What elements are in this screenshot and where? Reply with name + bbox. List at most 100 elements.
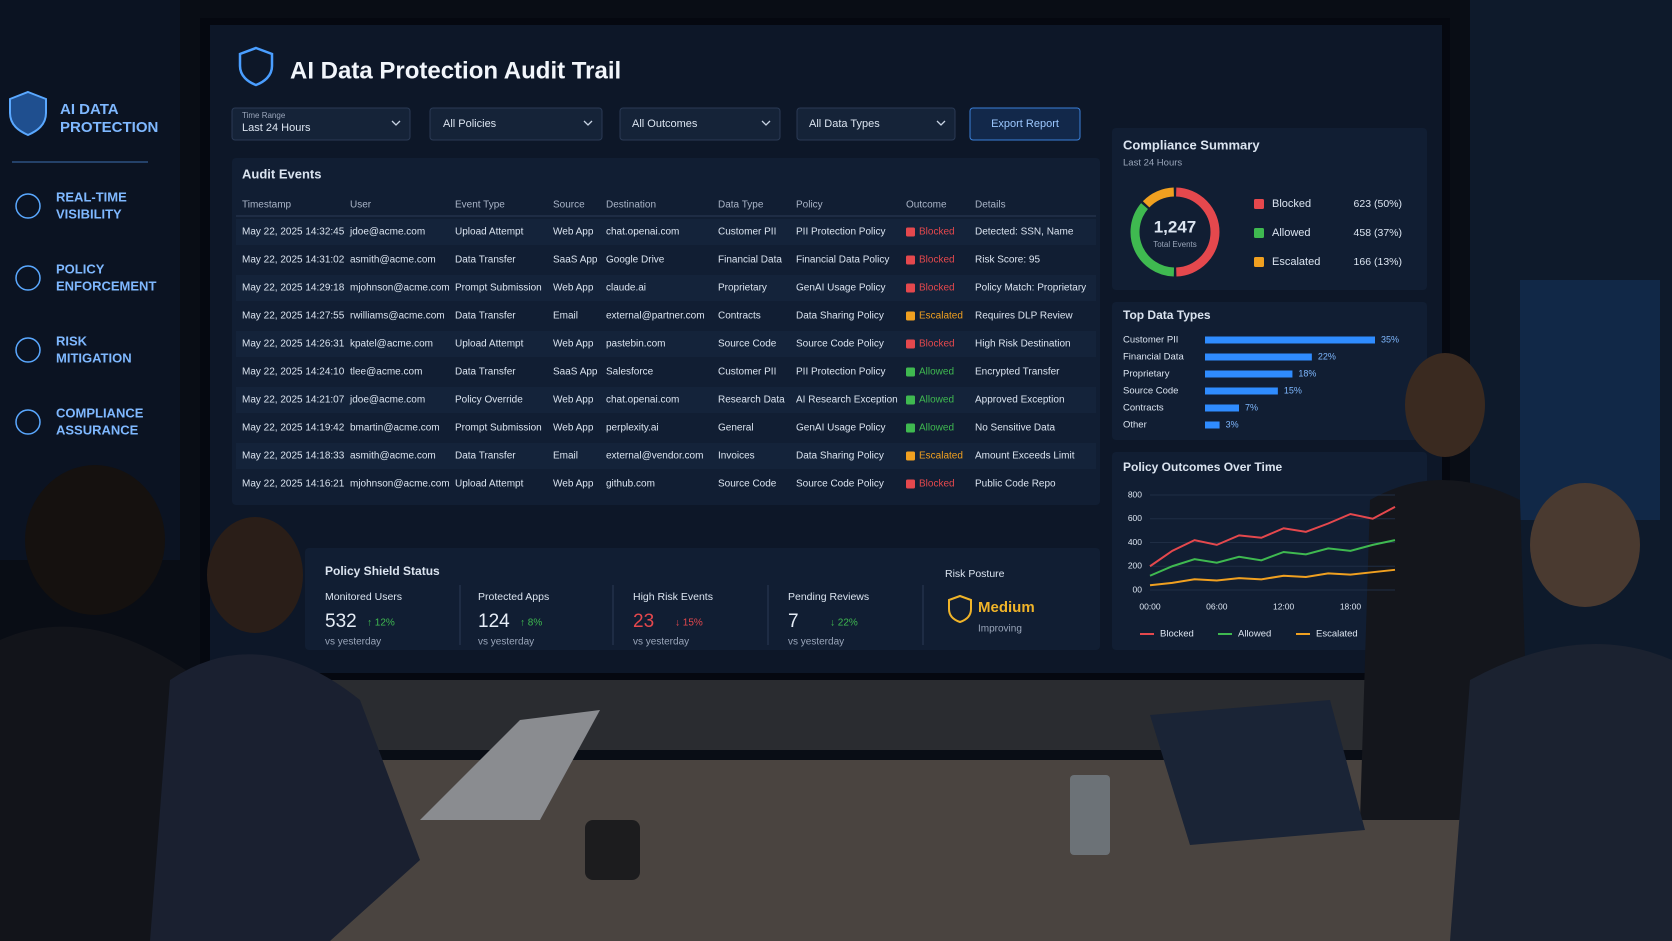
cell-text: Web App [553,423,594,434]
cell-text: external@partner.com [606,311,705,322]
cell-text: May 22, 2025 14:21:07 [242,395,345,406]
outcome-marker [906,423,915,433]
legend-label: Allowed [1272,227,1311,239]
filter-value: Last 24 Hours [242,122,311,134]
outcomes-panel [1112,452,1427,650]
cell-text: May 22, 2025 14:19:42 [242,423,345,434]
person-head [207,517,303,633]
series-line [1149,539,1396,577]
cell-text: May 22, 2025 14:24:10 [242,367,345,378]
y-tick-label: 400 [1128,537,1142,547]
person-head [25,465,165,615]
cell-text: Google Drive [606,255,665,266]
shield-icon [238,46,274,87]
bar-value-label: 15% [1284,385,1302,395]
column-header: User [350,200,372,211]
legend-swatch [1254,199,1264,209]
outcome-text: Blocked [919,227,955,238]
row-stripe [236,387,1096,413]
x-tick-label: 00:00 [1139,601,1161,611]
filter-dropdown[interactable] [429,107,603,141]
value-label: 458 (37%) [1354,227,1402,239]
stat-value: 23 [633,611,654,632]
bar-value-label: 7% [1245,402,1258,412]
stat-change: ↓ 22% [830,618,858,629]
cell-text: asmith@acme.com [350,451,436,462]
sidebar-item[interactable]: POLICY [56,261,105,276]
donut-segment [1130,203,1175,277]
cell-text: Email [553,451,578,462]
outcome-marker [906,311,915,321]
export-button[interactable] [969,107,1081,141]
legend-label: Escalated [1316,629,1358,640]
outcome-marker [906,395,915,405]
bar-category: Customer PII [1123,335,1178,346]
cell-text: GenAI Usage Policy [796,423,886,434]
y-tick-label: 600 [1128,513,1142,523]
cell-text: github.com [606,479,655,490]
filter-dropdown[interactable] [796,107,956,141]
cell-text: Web App [553,395,594,406]
bar [1205,421,1220,429]
donut-segment [1175,187,1220,277]
sidebar-item[interactable]: RISK [56,333,88,348]
export-label[interactable]: Export Report [991,118,1059,130]
outcome-text: Allowed [919,395,954,406]
cell-text: Encrypted Transfer [975,367,1060,378]
bar-value-label: 35% [1381,334,1399,344]
cell-text: chat.openai.com [606,227,679,238]
sidebar-item[interactable]: ASSURANCE [56,422,139,437]
filter-dropdown[interactable] [619,107,781,141]
cell-text: No Sensitive Data [975,423,1055,434]
row-stripe [236,275,1096,301]
cell-text: asmith@acme.com [350,255,436,266]
outcome-text: Allowed [919,423,954,434]
risk-value: Medium [978,599,1035,616]
cell-text: Financial Data Policy [796,255,889,266]
cell-text: Policy Match: Proprietary [975,283,1086,294]
cell-text: Data Sharing Policy [796,451,884,462]
cell-text: Web App [553,339,594,350]
cell-text: SaaS App [553,255,598,266]
outcome-marker [906,227,915,237]
filter-dropdown[interactable] [231,107,411,141]
legend-swatch [1254,257,1264,267]
column-header: Data Type [718,200,764,211]
sidebar-item[interactable]: VISIBILITY [56,206,122,221]
sidebar-item[interactable]: REAL-TIME [56,189,127,204]
sidebar-item[interactable]: COMPLIANCE [56,405,144,420]
cell-text: jdoe@acme.com [349,395,425,406]
dashboard-title: AI Data Protection Audit Trail [290,57,621,84]
row-stripe [236,331,1096,357]
donut-center-value: 1,247 [1154,217,1197,236]
cell-text: Upload Attempt [455,479,524,490]
cell-text: Upload Attempt [455,339,524,350]
cell-text: Data Transfer [455,311,516,322]
cell-text: external@vendor.com [606,451,703,462]
cell-text: mjohnson@acme.com [350,283,450,294]
stat-value: 124 [478,611,510,632]
cell-text: Web App [553,479,594,490]
risk-label: Risk Posture [945,568,1005,580]
cell-text: Financial Data [718,255,782,266]
bar [1205,370,1293,378]
brand-name: AI DATA [60,101,119,118]
bar-category: Contracts [1123,403,1164,414]
cell-text: Data Transfer [455,367,516,378]
bar-value-label: 22% [1318,351,1336,361]
column-header: Source [553,200,585,211]
sidebar-item[interactable]: ENFORCEMENT [56,278,156,293]
sidebar-icon [15,409,41,435]
stat-change: ↑ 8% [520,618,542,629]
cell-text: Approved Exception [975,395,1065,406]
dropdown-chevron [583,120,593,126]
stat-value: 532 [325,611,357,632]
cell-text: Research Data [718,395,785,406]
stat-note: vs yesterday [325,637,381,648]
water-glass [1070,775,1110,855]
column-header: Event Type [455,200,505,211]
stat-note: vs yesterday [478,637,534,648]
sidebar-icon [15,193,41,219]
sidebar-item[interactable]: MITIGATION [56,350,132,365]
bar-category: Other [1123,420,1147,431]
